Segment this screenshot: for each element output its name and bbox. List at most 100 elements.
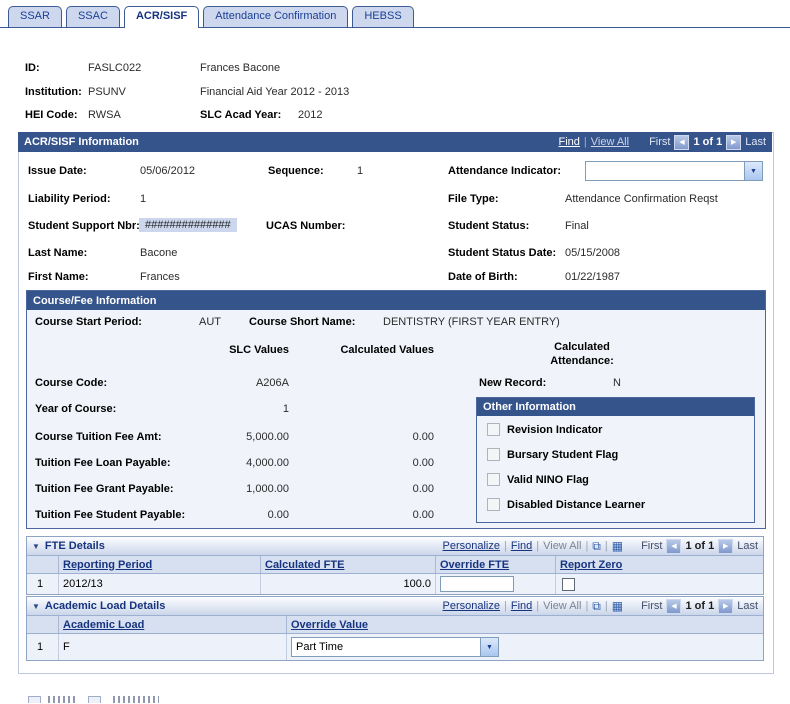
file-type-label: File Type: (448, 193, 499, 205)
liability-period-value: 1 (140, 193, 147, 205)
clipped-toolbar-icon (88, 696, 101, 703)
reporting-period-cell: 2012/13 (59, 574, 261, 594)
previous-arrow-icon[interactable]: ◀ (666, 538, 682, 554)
collapse-triangle-icon[interactable]: ▼ (32, 541, 40, 551)
popout-icon[interactable]: ⧉ (592, 599, 601, 613)
tab-ssar[interactable]: SSAR (8, 6, 62, 27)
date-of-birth-label: Date of Birth: (448, 271, 518, 283)
report-zero-cell (556, 574, 763, 594)
other-information-box: Other Information Revision Indicator Bur… (476, 397, 755, 523)
issue-date-value: 05/06/2012 (140, 165, 196, 177)
disabled-distance-learner-label: Disabled Distance Learner (507, 498, 646, 511)
academic-load-details-grid: ▼ Academic Load Details Personalize | Fi… (26, 596, 764, 661)
tab-attendance-confirmation[interactable]: Attendance Confirmation (203, 6, 349, 27)
column-header-override-fte[interactable]: Override FTE (440, 558, 510, 571)
row-number: 1 (27, 574, 59, 594)
separator: | (503, 540, 507, 552)
tuition-fee-student-payable-label: Tuition Fee Student Payable: (35, 509, 186, 521)
dropdown-arrow-icon: ▼ (744, 162, 762, 180)
personalize-link[interactable]: Personalize (442, 540, 500, 552)
separator: | (585, 600, 589, 612)
hei-code-value: RWSA (88, 109, 121, 121)
tab-acr-sisf[interactable]: ACR/SISF (123, 6, 200, 28)
override-value-select[interactable]: Part Time ▼ (291, 637, 499, 657)
academic-load-grid-toolbar: ▼ Academic Load Details Personalize | Fi… (27, 597, 763, 616)
tuition-fee-grant-payable-label: Tuition Fee Grant Payable: (35, 483, 174, 495)
row-number: 1 (27, 634, 59, 660)
course-code-label: Course Code: (35, 377, 108, 389)
course-short-name-label: Course Short Name: (249, 316, 356, 328)
date-of-birth-value: 01/22/1987 (565, 271, 621, 283)
last-name-value: Bacone (140, 247, 178, 259)
collapse-triangle-icon[interactable]: ▼ (32, 601, 40, 611)
attendance-indicator-select[interactable]: ▼ (585, 161, 763, 181)
row-number-header (27, 616, 59, 633)
separator: | (536, 540, 540, 552)
calculated-fte-cell: 100.0 (261, 574, 436, 594)
column-header-calculated-fte[interactable]: Calculated FTE (265, 558, 345, 571)
course-fee-information-box: Course/Fee Information Course Start Peri… (26, 290, 766, 529)
ucas-number-label: UCAS Number: (266, 220, 346, 232)
tab-ssac[interactable]: SSAC (65, 6, 120, 27)
column-header-reporting-period[interactable]: Reporting Period (63, 558, 153, 571)
other-info-item: Bursary Student Flag (487, 448, 618, 461)
row-count: 1 of 1 (685, 600, 715, 612)
first-label: First (649, 136, 671, 148)
report-zero-checkbox[interactable] (562, 577, 575, 591)
view-all-link[interactable]: View All (590, 136, 630, 148)
calculated-attendance-header-line1: Calculated (554, 341, 610, 353)
column-header-override-value[interactable]: Override Value (291, 618, 369, 631)
last-name-label: Last Name: (28, 247, 88, 259)
row-count: 1 of 1 (685, 540, 715, 552)
override-fte-input[interactable] (440, 576, 514, 592)
academic-load-grid-header-row: Academic Load Override Value (27, 616, 763, 634)
id-value: FASLC022 (88, 62, 142, 74)
course-tuition-fee-amt-calc: 0.00 (412, 431, 434, 443)
tuition-fee-loan-payable-label: Tuition Fee Loan Payable: (35, 457, 171, 469)
student-status-value: Final (565, 220, 589, 232)
fte-grid-toolbar: ▼ FTE Details Personalize | Find | View … (27, 537, 763, 556)
column-header-report-zero[interactable]: Report Zero (560, 558, 623, 571)
next-arrow-icon[interactable]: ▶ (718, 598, 734, 614)
revision-indicator-label: Revision Indicator (507, 423, 603, 436)
previous-arrow-icon[interactable]: ◀ (674, 134, 690, 150)
previous-arrow-icon[interactable]: ◀ (666, 598, 682, 614)
other-information-title: Other Information (483, 401, 576, 413)
find-link[interactable]: Find (510, 600, 533, 612)
first-name-value: Frances (140, 271, 180, 283)
sequence-value: 1 (357, 165, 364, 177)
popout-icon[interactable]: ⧉ (592, 539, 601, 553)
find-link[interactable]: Find (510, 540, 533, 552)
column-header-academic-load[interactable]: Academic Load (63, 618, 145, 631)
dropdown-arrow-icon: ▼ (480, 638, 498, 656)
next-arrow-icon[interactable]: ▶ (718, 538, 734, 554)
grid-download-icon[interactable]: ▦ (611, 599, 624, 613)
tab-hebss[interactable]: HEBSS (352, 6, 414, 27)
grid-download-icon[interactable]: ▦ (611, 539, 624, 553)
fte-details-grid: ▼ FTE Details Personalize | Find | View … (26, 536, 764, 595)
academic-load-table-row: 1 F Part Time ▼ (27, 634, 763, 660)
course-start-period-label: Course Start Period: (35, 316, 142, 328)
course-tuition-fee-amt-slc: 5,000.00 (246, 431, 289, 443)
slc-acad-year-label: SLC Acad Year: (200, 109, 282, 121)
separator: | (604, 540, 608, 552)
bursary-student-flag-label: Bursary Student Flag (507, 448, 619, 461)
student-status-date-label: Student Status Date: (448, 247, 557, 259)
tab-bar-underline (0, 27, 790, 28)
academic-load-cell: F (59, 634, 287, 660)
slc-acad-year-value: 2012 (298, 109, 323, 121)
acr-section-title: ACR/SISF Information (24, 136, 139, 148)
acr-section-nav: Find | View All First ◀ 1 of 1 ▶ Last (558, 134, 766, 150)
view-all-link[interactable]: View All (543, 600, 582, 612)
fte-grid-nav: Personalize | Find | View All | ⧉ | ▦ Fi… (442, 538, 758, 554)
student-support-nbr-label: Student Support Nbr: (28, 220, 140, 232)
year-of-course-label: Year of Course: (35, 403, 117, 415)
personalize-link[interactable]: Personalize (442, 600, 500, 612)
find-link[interactable]: Find (558, 136, 580, 148)
view-all-link[interactable]: View All (543, 540, 582, 552)
fte-table-row: 1 2012/13 100.0 (27, 574, 763, 594)
tuition-fee-grant-payable-slc: 1,000.00 (246, 483, 289, 495)
clipped-toolbar-glyphs (48, 696, 78, 703)
sequence-label: Sequence: (268, 165, 324, 177)
next-arrow-icon[interactable]: ▶ (726, 134, 742, 150)
